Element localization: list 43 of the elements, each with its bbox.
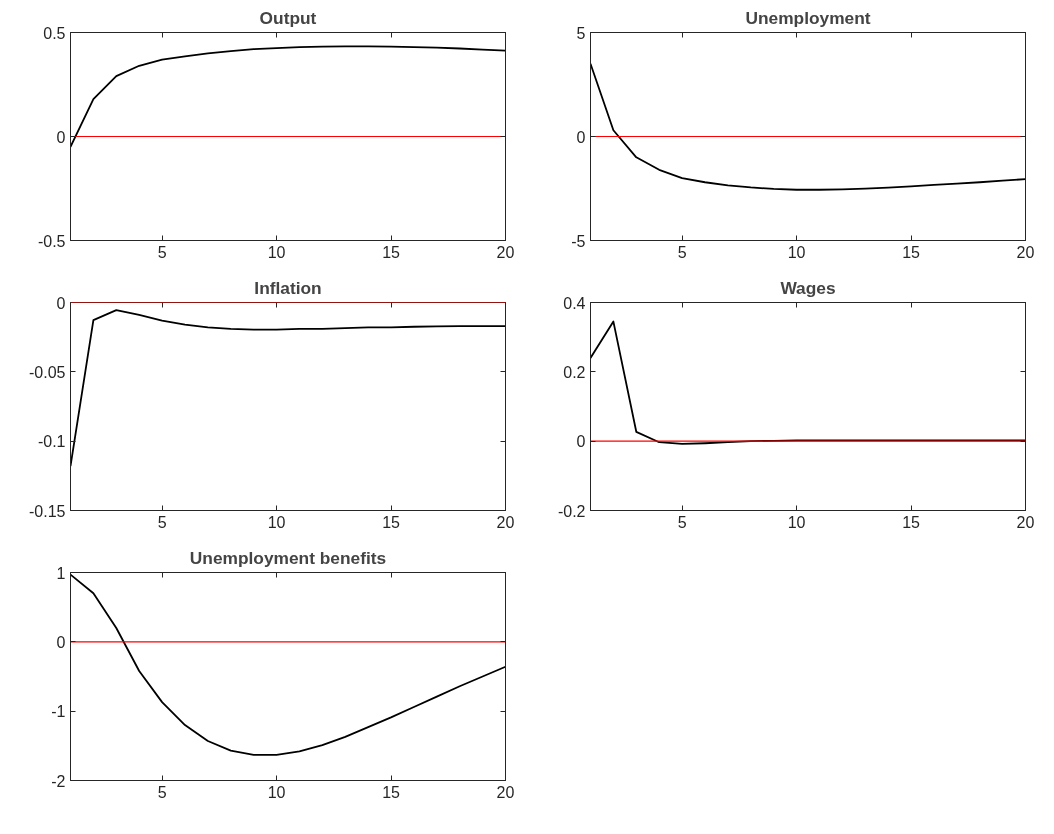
x-tick-label: 20 bbox=[496, 783, 515, 801]
chart-title: Output bbox=[259, 7, 317, 28]
y-tick-label: -0.5 bbox=[37, 232, 66, 250]
y-tick-label: 0 bbox=[56, 633, 66, 651]
x-tick-label: 5 bbox=[677, 243, 687, 261]
y-tick-label: 0 bbox=[576, 128, 586, 146]
x-tick-label: 15 bbox=[382, 783, 401, 801]
y-tick-label: 5 bbox=[576, 24, 586, 42]
x-tick-label: 10 bbox=[267, 783, 286, 801]
x-tick-label: 5 bbox=[157, 243, 167, 261]
y-tick-label: -1 bbox=[51, 703, 66, 721]
y-tick-label: -0.1 bbox=[37, 433, 66, 451]
x-tick-label: 20 bbox=[1016, 513, 1035, 531]
x-tick-label: 10 bbox=[267, 243, 286, 261]
y-tick-label: -5 bbox=[571, 232, 586, 250]
x-tick-label: 5 bbox=[157, 513, 167, 531]
x-tick-label: 5 bbox=[677, 513, 687, 531]
x-tick-label: 15 bbox=[382, 243, 401, 261]
y-tick-label: -0.05 bbox=[29, 363, 66, 381]
x-tick-label: 15 bbox=[382, 513, 401, 531]
x-tick-label: 10 bbox=[787, 243, 806, 261]
x-tick-label: 15 bbox=[902, 513, 921, 531]
chart-title: Inflation bbox=[254, 277, 322, 298]
x-tick-label: 10 bbox=[267, 513, 286, 531]
x-tick-label: 20 bbox=[496, 243, 515, 261]
y-tick-label: 0 bbox=[576, 433, 586, 451]
x-tick-label: 20 bbox=[496, 513, 515, 531]
y-tick-label: -0.15 bbox=[29, 502, 66, 520]
x-tick-label: 10 bbox=[787, 513, 806, 531]
x-tick-label: 15 bbox=[902, 243, 921, 261]
chart-title: Unemployment benefits bbox=[189, 547, 387, 568]
y-tick-label: -0.2 bbox=[557, 502, 586, 520]
chart-title: Unemployment bbox=[745, 7, 871, 28]
chart-title: Wages bbox=[780, 277, 836, 298]
y-tick-label: 0.4 bbox=[563, 294, 586, 312]
y-tick-label: -2 bbox=[51, 772, 66, 790]
x-tick-label: 5 bbox=[157, 783, 167, 801]
y-tick-label: 1 bbox=[56, 564, 66, 582]
y-tick-label: 0.5 bbox=[43, 24, 66, 42]
y-tick-label: 0 bbox=[56, 128, 66, 146]
y-tick-label: 0 bbox=[56, 294, 66, 312]
x-tick-label: 20 bbox=[1016, 243, 1035, 261]
y-tick-label: 0.2 bbox=[563, 363, 586, 381]
